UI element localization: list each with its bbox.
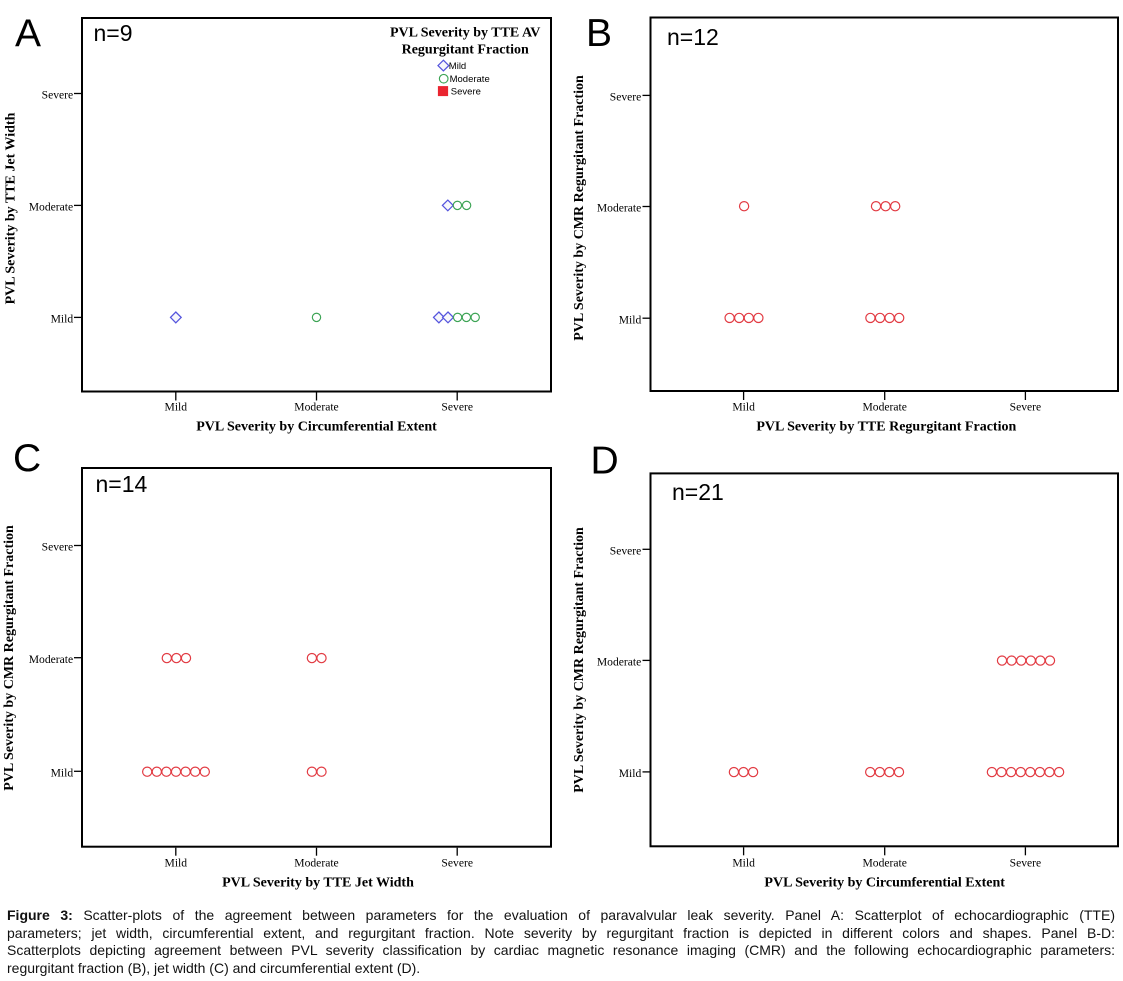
svg-text:Severe: Severe xyxy=(1010,401,1042,414)
svg-text:Moderate: Moderate xyxy=(862,857,906,870)
svg-text:Severe: Severe xyxy=(441,857,473,870)
svg-text:Severe: Severe xyxy=(441,401,473,414)
svg-text:Moderate: Moderate xyxy=(29,653,73,666)
svg-text:PVL Severity by Circumferentia: PVL Severity by Circumferential Extent xyxy=(196,420,437,435)
svg-text:Moderate: Moderate xyxy=(294,857,338,870)
svg-text:n=21: n=21 xyxy=(672,479,724,505)
svg-text:Mild: Mild xyxy=(449,61,466,72)
svg-text:Mild: Mild xyxy=(51,767,74,780)
svg-text:PVL Severity by Circumferentia: PVL Severity by Circumferential Extent xyxy=(764,875,1005,890)
svg-text:Moderate: Moderate xyxy=(450,74,490,85)
svg-text:Severe: Severe xyxy=(610,91,642,104)
svg-text:Severe: Severe xyxy=(42,89,74,102)
svg-text:n=9: n=9 xyxy=(94,20,133,46)
svg-text:C: C xyxy=(13,437,41,480)
svg-text:Moderate: Moderate xyxy=(597,202,641,215)
svg-text:Moderate: Moderate xyxy=(29,201,73,214)
svg-text:PVL Severity by CMR Regurgitan: PVL Severity by CMR Regurgitant Fraction xyxy=(572,527,587,793)
svg-text:Mild: Mild xyxy=(732,857,755,870)
svg-text:PVL Severity by TTE Regurgitan: PVL Severity by TTE Regurgitant Fraction xyxy=(756,420,1016,435)
svg-text:n=14: n=14 xyxy=(96,471,148,497)
svg-text:Severe: Severe xyxy=(42,541,74,554)
svg-text:Moderate: Moderate xyxy=(597,656,641,669)
svg-text:Mild: Mild xyxy=(619,767,642,780)
svg-text:PVL Severity by TTE Jet Width: PVL Severity by TTE Jet Width xyxy=(222,875,414,890)
svg-text:Severe: Severe xyxy=(451,86,481,97)
svg-text:B: B xyxy=(586,12,612,55)
svg-text:A: A xyxy=(15,12,41,55)
svg-text:PVL Severity by CMR Regurgitan: PVL Severity by CMR Regurgitant Fraction xyxy=(572,75,587,341)
svg-text:Mild: Mild xyxy=(732,401,755,414)
svg-text:Severe: Severe xyxy=(610,545,642,558)
svg-text:Regurgitant Fraction: Regurgitant Fraction xyxy=(402,43,529,58)
svg-text:PVL Severity by TTE Jet Width: PVL Severity by TTE Jet Width xyxy=(4,112,19,304)
svg-text:Mild: Mild xyxy=(619,313,642,326)
svg-text:Mild: Mild xyxy=(165,401,188,414)
svg-text:D: D xyxy=(591,440,619,483)
svg-text:PVL Severity by TTE AV: PVL Severity by TTE AV xyxy=(390,25,540,40)
svg-text:Moderate: Moderate xyxy=(294,401,338,414)
svg-text:Mild: Mild xyxy=(51,313,74,326)
svg-text:Moderate: Moderate xyxy=(862,401,906,414)
svg-text:Mild: Mild xyxy=(165,857,188,870)
svg-text:Severe: Severe xyxy=(1010,857,1042,870)
svg-text:PVL Severity by CMR Regurgitan: PVL Severity by CMR Regurgitant Fraction xyxy=(2,525,17,791)
svg-text:n=12: n=12 xyxy=(667,24,719,50)
